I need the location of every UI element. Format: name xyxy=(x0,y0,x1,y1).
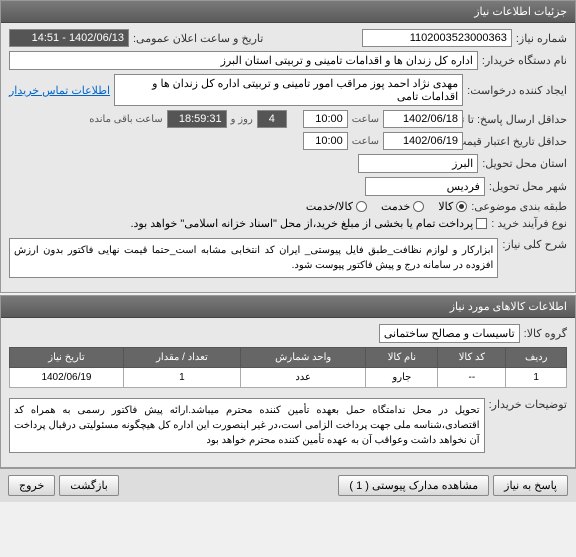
value-dur-time: 18:59:31 xyxy=(167,110,227,128)
label-deadline-send: حداقل ارسال پاسخ: تا تاریخ: xyxy=(467,113,567,126)
cell-date: 1402/06/19 xyxy=(10,368,124,388)
checkbox-treasury-label: پرداخت تمام یا بخشی از مبلغ خرید،از محل … xyxy=(130,217,473,230)
col-qty: تعداد / مقدار xyxy=(123,348,240,368)
footer-right-group: بازگشت خروج xyxy=(8,475,119,496)
radio-both-label: کالا/خدمت xyxy=(306,200,353,213)
row-province: استان محل تحویل: البرز xyxy=(9,154,567,173)
value-requester: مهدی نژاد احمد پوز مراقب امور تامینی و ت… xyxy=(114,74,463,106)
col-unit: واحد شمارش xyxy=(240,348,365,368)
footer-left-group: پاسخ به نیاز مشاهده مدارک پیوستی ( 1 ) xyxy=(338,475,568,496)
label-day-and: روز و xyxy=(231,114,253,125)
goods-table: ردیف کد کالا نام کالا واحد شمارش تعداد /… xyxy=(9,347,567,388)
table-row[interactable]: 1 -- جارو عدد 1 1402/06/19 xyxy=(10,368,567,388)
cell-code: -- xyxy=(438,368,506,388)
footer-bar: پاسخ به نیاز مشاهده مدارک پیوستی ( 1 ) ب… xyxy=(0,468,576,502)
cell-row: 1 xyxy=(506,368,567,388)
value-valid-date: 1402/06/19 xyxy=(383,132,463,150)
label-general-desc: شرح کلی نیاز: xyxy=(502,234,567,251)
value-announce-date: 1402/06/13 - 14:51 xyxy=(9,29,129,47)
label-goods-group: گروه کالا: xyxy=(524,327,567,340)
label-valid-until: حداقل تاریخ اعتبار قیمت: تا تاریخ: xyxy=(467,135,567,148)
label-buy-process: نوع فرآیند خرید : xyxy=(491,217,567,230)
radio-service[interactable]: خدمت xyxy=(381,200,424,213)
label-announce-date: تاریخ و ساعت اعلان عمومی: xyxy=(133,32,263,45)
checkbox-treasury-box xyxy=(476,218,487,229)
label-buyer-notes: توضیحات خریدار: xyxy=(489,394,567,411)
value-buyer-notes: تحویل در محل ندامتگاه حمل بعهده تأمین کن… xyxy=(9,398,485,453)
value-valid-time: 10:00 xyxy=(303,132,348,150)
need-info-body: شماره نیاز: 1102003523000363 تاریخ و ساع… xyxy=(1,23,575,292)
col-row: ردیف xyxy=(506,348,567,368)
cell-name: جارو xyxy=(366,368,438,388)
row-buyer-org: نام دستگاه خریدار: اداره کل زندان ها و ا… xyxy=(9,51,567,70)
radio-goods-label: کالا xyxy=(438,200,453,213)
radio-service-circle xyxy=(413,201,424,212)
row-general-desc: شرح کلی نیاز: ابزارکار و لوازم نظافت_طبق… xyxy=(9,234,567,282)
label-remaining: ساعت باقی مانده xyxy=(89,114,162,125)
need-info-panel: جزئیات اطلاعات نیاز شماره نیاز: 11020035… xyxy=(0,0,576,293)
label-requester: ایجاد کننده درخواست: xyxy=(467,84,567,97)
view-attachments-button[interactable]: مشاهده مدارک پیوستی ( 1 ) xyxy=(338,475,489,496)
goods-info-header: اطلاعات کالاهای مورد نیاز xyxy=(1,296,575,318)
col-name: نام کالا xyxy=(366,348,438,368)
value-days: 4 xyxy=(257,110,287,128)
label-time2: ساعت xyxy=(352,136,379,147)
goods-info-body: گروه کالا: تاسیسات و مصالح ساختمانی ردیف… xyxy=(1,318,575,467)
goods-info-panel: اطلاعات کالاهای مورد نیاز گروه کالا: تاس… xyxy=(0,295,576,468)
radio-goods-circle xyxy=(456,201,467,212)
row-need-number: شماره نیاز: 1102003523000363 تاریخ و ساع… xyxy=(9,29,567,47)
label-category: طبقه بندی موضوعی: xyxy=(471,200,567,213)
row-buy-process: نوع فرآیند خرید : پرداخت تمام یا بخشی از… xyxy=(9,217,567,230)
label-need-number: شماره نیاز: xyxy=(516,32,567,45)
contact-link[interactable]: اطلاعات تماس خریدار xyxy=(9,84,110,97)
row-goods-group: گروه کالا: تاسیسات و مصالح ساختمانی xyxy=(9,324,567,343)
row-category: طبقه بندی موضوعی: کالا خدمت کالا/خدمت xyxy=(9,200,567,213)
value-need-number: 1102003523000363 xyxy=(362,29,512,47)
category-radio-group: کالا خدمت کالا/خدمت xyxy=(306,200,467,213)
value-goods-group: تاسیسات و مصالح ساختمانی xyxy=(379,324,520,343)
need-info-header: جزئیات اطلاعات نیاز xyxy=(1,1,575,23)
exit-button[interactable]: خروج xyxy=(8,475,55,496)
value-deadline-time: 10:00 xyxy=(303,110,348,128)
label-time1: ساعت xyxy=(352,114,379,125)
col-code: کد کالا xyxy=(438,348,506,368)
row-valid-until: حداقل تاریخ اعتبار قیمت: تا تاریخ: 1402/… xyxy=(9,132,567,150)
col-date: تاریخ نیاز xyxy=(10,348,124,368)
radio-goods[interactable]: کالا xyxy=(438,200,467,213)
respond-button[interactable]: پاسخ به نیاز xyxy=(493,475,568,496)
row-requester: ایجاد کننده درخواست: مهدی نژاد احمد پوز … xyxy=(9,74,567,106)
label-city: شهر محل تحویل: xyxy=(489,180,567,193)
table-header-row: ردیف کد کالا نام کالا واحد شمارش تعداد /… xyxy=(10,348,567,368)
row-city: شهر محل تحویل: فردیس xyxy=(9,177,567,196)
value-general-desc: ابزارکار و لوازم نظافت_طبق فایل پیوستی_ … xyxy=(9,238,498,278)
checkbox-treasury[interactable]: پرداخت تمام یا بخشی از مبلغ خرید،از محل … xyxy=(130,217,487,230)
label-province: استان محل تحویل: xyxy=(482,157,567,170)
radio-both[interactable]: کالا/خدمت xyxy=(306,200,367,213)
value-buyer-org: اداره کل زندان ها و اقدامات تامینی و ترب… xyxy=(9,51,478,70)
radio-both-circle xyxy=(356,201,367,212)
label-buyer-org: نام دستگاه خریدار: xyxy=(482,54,567,67)
back-button[interactable]: بازگشت xyxy=(59,475,119,496)
value-province: البرز xyxy=(358,154,478,173)
value-deadline-date: 1402/06/18 xyxy=(383,110,463,128)
cell-qty: 1 xyxy=(123,368,240,388)
value-city: فردیس xyxy=(365,177,485,196)
radio-service-label: خدمت xyxy=(381,200,410,213)
row-buyer-notes: توضیحات خریدار: تحویل در محل ندامتگاه حم… xyxy=(9,394,567,457)
cell-unit: عدد xyxy=(240,368,365,388)
row-deadline-send: حداقل ارسال پاسخ: تا تاریخ: 1402/06/18 س… xyxy=(9,110,567,128)
